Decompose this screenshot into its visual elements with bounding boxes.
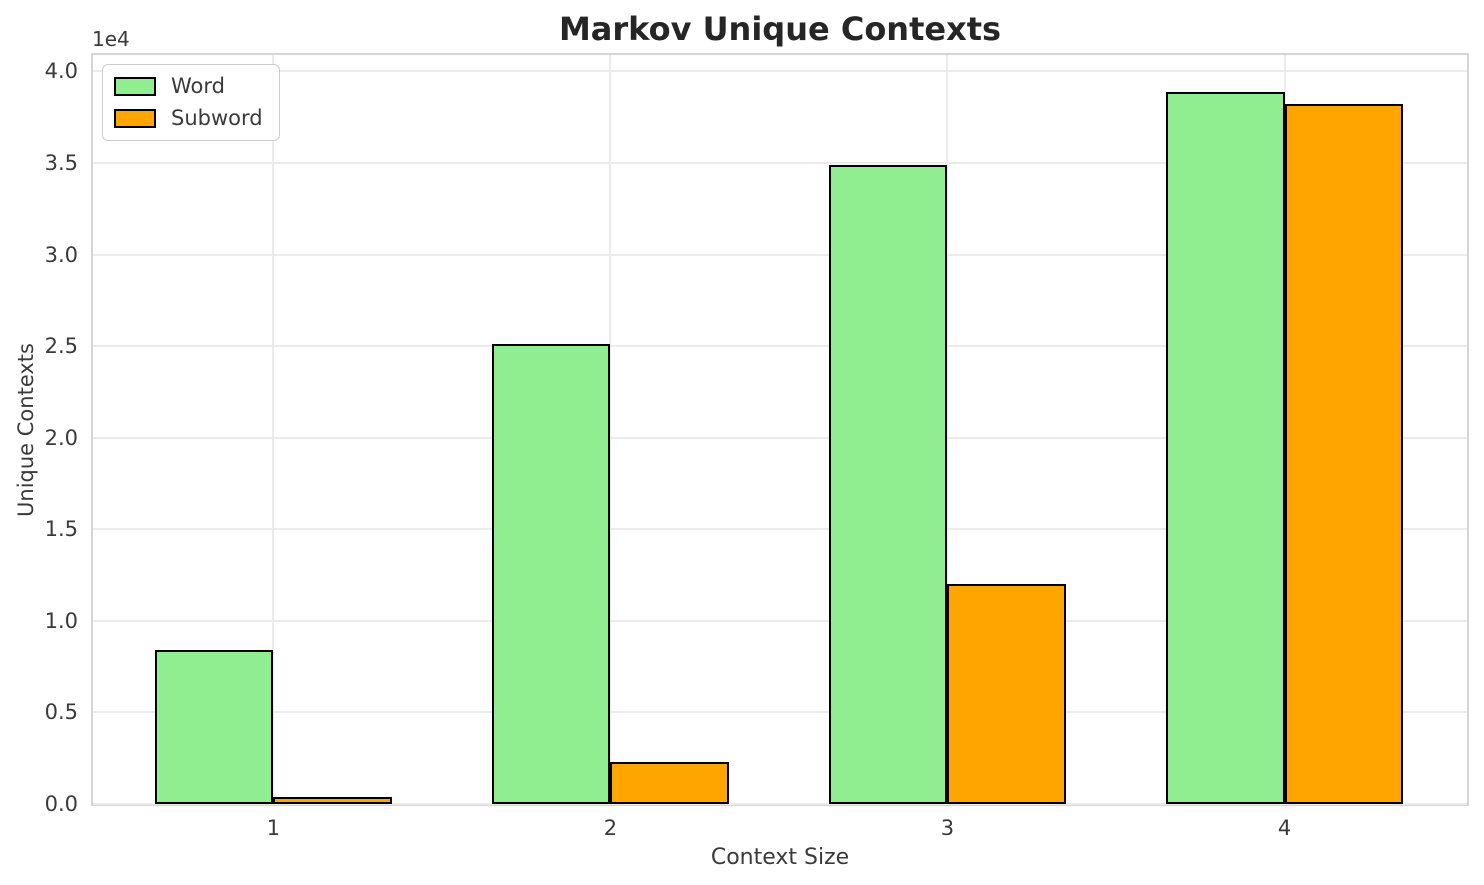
gridline-horizontal [93, 803, 1467, 805]
bar-subword-2 [610, 761, 730, 804]
gridline-horizontal [93, 162, 1467, 165]
x-tick-label: 3 [940, 816, 955, 840]
gridline-vertical [946, 55, 949, 804]
x-tick-label: 1 [266, 816, 281, 840]
legend-item-subword: Subword [114, 108, 263, 129]
gridline-vertical [272, 55, 275, 804]
gridline-vertical [609, 55, 612, 804]
legend-label-word: Word [171, 74, 225, 98]
gridline-horizontal [93, 619, 1467, 622]
bar-subword-4 [1284, 103, 1404, 804]
x-tick-label: 2 [603, 816, 618, 840]
legend-swatch-word [114, 77, 156, 96]
bar-word-2 [491, 344, 611, 804]
bar-subword-3 [947, 584, 1067, 804]
gridline-horizontal [93, 711, 1467, 714]
legend-label-subword: Subword [171, 106, 263, 130]
legend-item-word: Word [114, 76, 263, 97]
bar-subword-1 [273, 797, 393, 804]
y-tick-label: 2.5 [44, 334, 78, 359]
gridline-horizontal [93, 70, 1467, 73]
y-tick-label: 0.0 [44, 792, 78, 816]
gridline-horizontal [93, 345, 1467, 348]
gridline-horizontal [93, 528, 1467, 531]
gridline-horizontal [93, 253, 1467, 256]
legend: Word Subword [102, 64, 280, 141]
x-tick-label: 4 [1277, 816, 1292, 840]
bar-word-3 [828, 164, 948, 804]
gridline-horizontal [93, 436, 1467, 439]
y-tick-label: 2.0 [44, 425, 78, 450]
legend-swatch-subword [114, 109, 156, 128]
plot-area: Word Subword [91, 53, 1469, 806]
bar-word-1 [154, 650, 274, 804]
bar-word-4 [1165, 91, 1285, 804]
y-tick-label: 1.5 [44, 517, 78, 542]
y-tick-label: 0.5 [44, 700, 78, 725]
y-tick-label: 3.0 [44, 242, 78, 267]
y-axis-offset-label: 1e4 [92, 27, 130, 51]
y-tick-label: 1.0 [44, 608, 78, 633]
y-tick-label: 4.0 [44, 59, 78, 84]
x-axis-label: Context Size [710, 845, 850, 870]
chart-title: Markov Unique Contexts [558, 10, 1002, 48]
y-tick-label: 3.5 [44, 151, 78, 176]
